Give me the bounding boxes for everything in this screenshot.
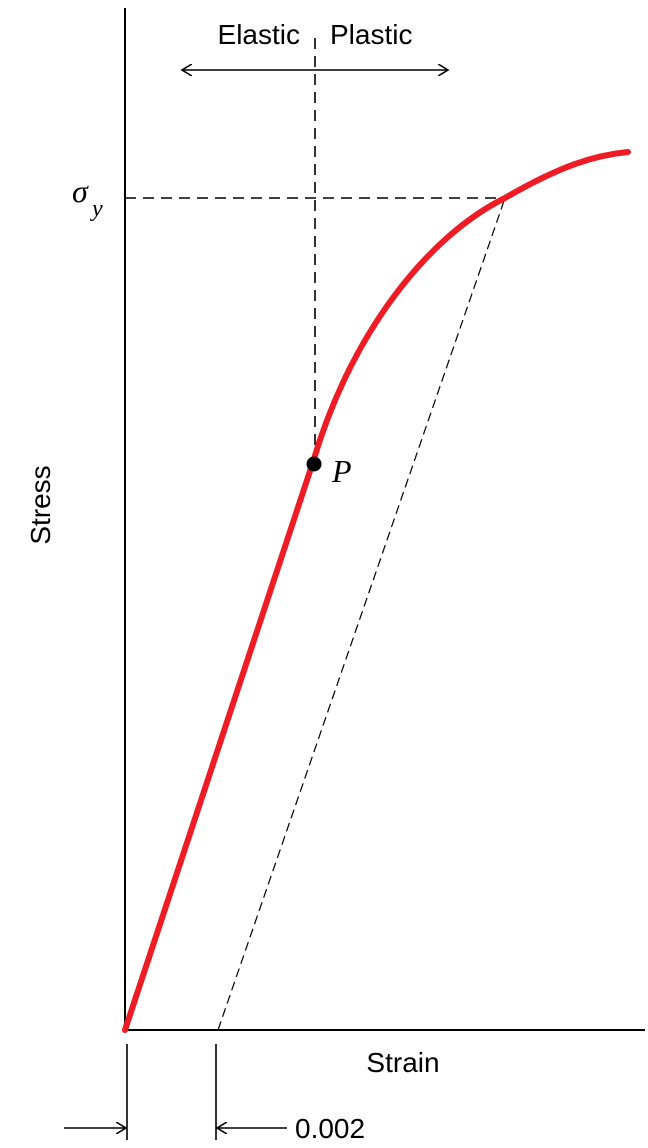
yield-stress-subscript: y bbox=[90, 196, 103, 222]
elastic-label: Elastic bbox=[218, 19, 300, 50]
plastic-label: Plastic bbox=[330, 19, 412, 50]
yield-stress-symbol: σ bbox=[72, 173, 89, 209]
y-axis-title: Stress bbox=[25, 465, 56, 544]
offset-dashed-line bbox=[217, 197, 506, 1031]
proportional-limit-point bbox=[306, 456, 322, 472]
x-axis-title: Strain bbox=[366, 1047, 439, 1078]
point-p-label: P bbox=[331, 453, 352, 489]
offset-value-label: 0.002 bbox=[295, 1113, 365, 1144]
stress-strain-curve bbox=[122, 149, 631, 1033]
